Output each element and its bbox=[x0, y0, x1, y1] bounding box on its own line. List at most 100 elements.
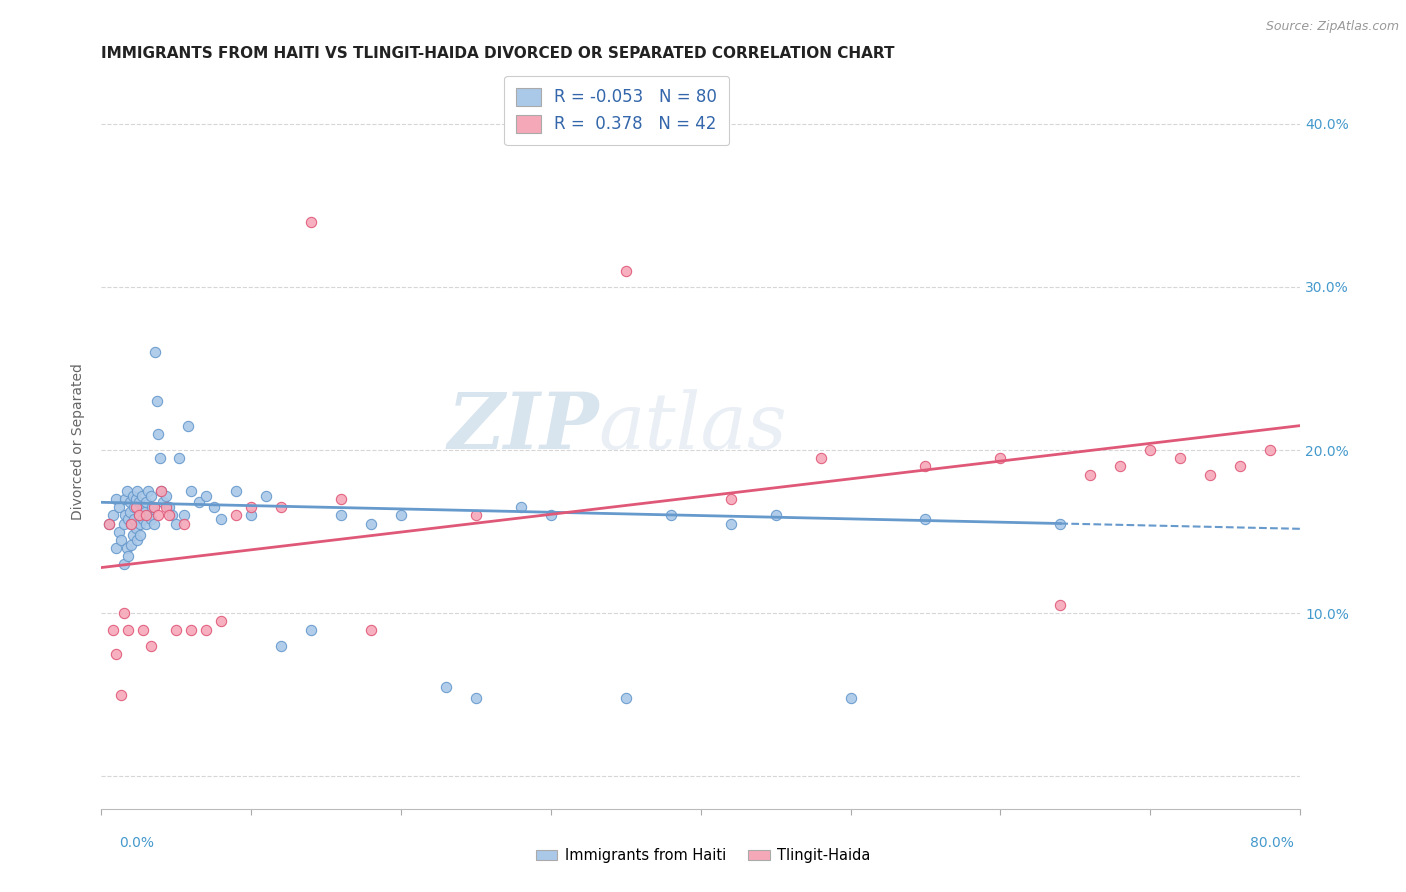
Point bbox=[97, 516, 120, 531]
Point bbox=[129, 516, 152, 531]
Point bbox=[659, 508, 682, 523]
Point bbox=[152, 495, 174, 509]
Point bbox=[135, 516, 157, 531]
Point bbox=[360, 623, 382, 637]
Point bbox=[134, 505, 156, 519]
Point bbox=[120, 516, 142, 531]
Legend: R = -0.053   N = 80, R =  0.378   N = 42: R = -0.053 N = 80, R = 0.378 N = 42 bbox=[505, 76, 728, 145]
Point bbox=[464, 508, 486, 523]
Point bbox=[117, 511, 139, 525]
Point bbox=[914, 511, 936, 525]
Point bbox=[142, 516, 165, 531]
Point bbox=[128, 495, 150, 509]
Point bbox=[118, 495, 141, 509]
Point bbox=[139, 511, 162, 525]
Point bbox=[146, 426, 169, 441]
Text: IMMIGRANTS FROM HAITI VS TLINGIT-HAIDA DIVORCED OR SEPARATED CORRELATION CHART: IMMIGRANTS FROM HAITI VS TLINGIT-HAIDA D… bbox=[101, 46, 894, 62]
Point bbox=[112, 516, 135, 531]
Point bbox=[240, 500, 263, 515]
Point bbox=[105, 647, 128, 661]
Point bbox=[1078, 467, 1101, 482]
Point bbox=[129, 528, 152, 542]
Point bbox=[103, 623, 125, 637]
Point bbox=[115, 541, 138, 555]
Point bbox=[125, 521, 148, 535]
Point bbox=[209, 511, 232, 525]
Point bbox=[125, 491, 148, 506]
Point bbox=[720, 491, 742, 506]
Point bbox=[765, 508, 787, 523]
Point bbox=[173, 508, 195, 523]
Text: 80.0%: 80.0% bbox=[1250, 836, 1294, 850]
Point bbox=[988, 451, 1011, 466]
Point bbox=[114, 491, 136, 506]
Point bbox=[110, 533, 132, 547]
Point bbox=[146, 508, 169, 523]
Legend: Immigrants from Haiti, Tlingit-Haida: Immigrants from Haiti, Tlingit-Haida bbox=[530, 842, 876, 869]
Point bbox=[360, 516, 382, 531]
Point bbox=[173, 516, 195, 531]
Text: ZIP: ZIP bbox=[447, 389, 599, 466]
Point bbox=[240, 508, 263, 523]
Point bbox=[1049, 598, 1071, 612]
Point bbox=[138, 508, 160, 523]
Point bbox=[112, 606, 135, 620]
Point bbox=[1199, 467, 1222, 482]
Point bbox=[118, 505, 141, 519]
Point bbox=[149, 451, 172, 466]
Point bbox=[115, 483, 138, 498]
Point bbox=[150, 483, 173, 498]
Point bbox=[270, 639, 292, 653]
Point bbox=[127, 533, 149, 547]
Y-axis label: Divorced or Separated: Divorced or Separated bbox=[72, 364, 86, 520]
Point bbox=[225, 483, 247, 498]
Point bbox=[509, 500, 531, 515]
Point bbox=[128, 508, 150, 523]
Point bbox=[202, 500, 225, 515]
Point bbox=[135, 508, 157, 523]
Point bbox=[132, 500, 155, 515]
Point bbox=[195, 623, 218, 637]
Point bbox=[614, 691, 637, 706]
Point bbox=[1229, 459, 1251, 474]
Point bbox=[720, 516, 742, 531]
Point bbox=[110, 688, 132, 702]
Point bbox=[180, 623, 202, 637]
Point bbox=[105, 491, 128, 506]
Point bbox=[139, 639, 162, 653]
Point bbox=[122, 511, 145, 525]
Point bbox=[614, 263, 637, 277]
Point bbox=[145, 394, 167, 409]
Point bbox=[1139, 443, 1161, 458]
Point bbox=[117, 549, 139, 563]
Point bbox=[299, 623, 322, 637]
Point bbox=[105, 541, 128, 555]
Point bbox=[155, 500, 177, 515]
Point bbox=[914, 459, 936, 474]
Point bbox=[108, 500, 131, 515]
Point bbox=[165, 623, 187, 637]
Point bbox=[180, 483, 202, 498]
Point bbox=[270, 500, 292, 515]
Point bbox=[195, 489, 218, 503]
Point bbox=[139, 489, 162, 503]
Point bbox=[128, 508, 150, 523]
Point bbox=[114, 508, 136, 523]
Point bbox=[131, 489, 153, 503]
Text: 0.0%: 0.0% bbox=[120, 836, 155, 850]
Point bbox=[839, 691, 862, 706]
Point bbox=[150, 483, 173, 498]
Point bbox=[136, 483, 159, 498]
Point bbox=[1049, 516, 1071, 531]
Point bbox=[1109, 459, 1132, 474]
Point bbox=[177, 418, 200, 433]
Point bbox=[1168, 451, 1191, 466]
Point bbox=[330, 508, 353, 523]
Point bbox=[142, 500, 165, 515]
Point bbox=[132, 623, 155, 637]
Point bbox=[112, 558, 135, 572]
Point bbox=[330, 491, 353, 506]
Text: atlas: atlas bbox=[599, 389, 787, 466]
Point bbox=[157, 508, 180, 523]
Point bbox=[160, 508, 183, 523]
